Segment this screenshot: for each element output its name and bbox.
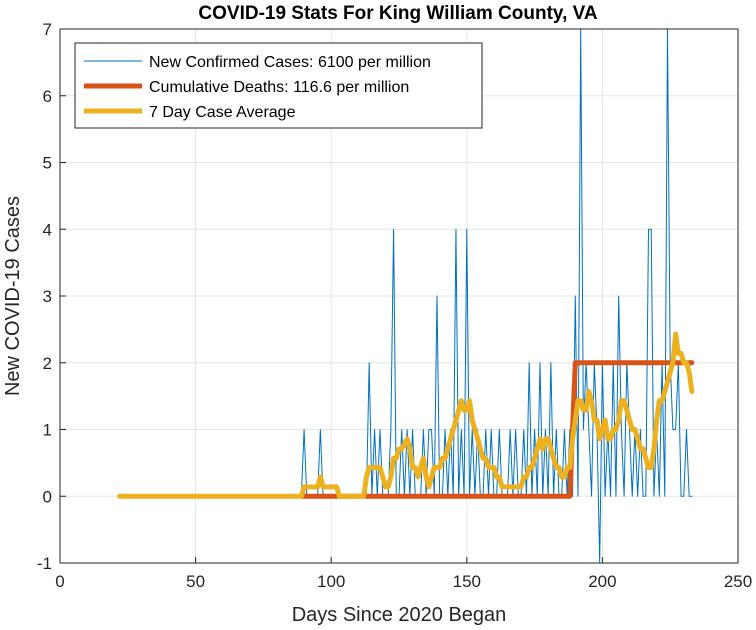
y-tick-label: 0 xyxy=(43,487,52,506)
y-tick-label: 2 xyxy=(43,354,52,373)
series-layer xyxy=(117,29,695,563)
x-tick-label: 200 xyxy=(588,572,616,591)
legend-label-1: New Confirmed Cases: 6100 per million xyxy=(149,54,431,71)
y-tick-label: 3 xyxy=(43,287,52,306)
y-axis-label: New COVID-19 Cases xyxy=(2,196,24,396)
legend-box xyxy=(74,42,483,129)
x-axis-label: Days Since 2020 Began xyxy=(292,604,507,626)
series-line-3 xyxy=(117,331,695,499)
y-tick-label: 4 xyxy=(43,220,52,239)
x-tick-label: 0 xyxy=(55,572,64,591)
y-tick-label: 1 xyxy=(43,421,52,440)
y-tick-label: 5 xyxy=(43,154,52,173)
legend-label-3: 7 Day Case Average xyxy=(149,104,296,121)
legend-label-2: Cumulative Deaths: 116.6 per million xyxy=(149,79,409,96)
x-tick-label: 50 xyxy=(186,572,205,591)
y-tick-label: -1 xyxy=(37,554,52,573)
y-tick-label: 6 xyxy=(43,87,52,106)
x-tick-label: 100 xyxy=(317,572,345,591)
chart-title: COVID-19 Stats For King William County, … xyxy=(198,3,597,24)
x-tick-label: 250 xyxy=(724,572,752,591)
legend: New Confirmed Cases: 6100 per million Cum… xyxy=(74,42,483,129)
x-tick-label: 150 xyxy=(453,572,481,591)
y-tick-label: 7 xyxy=(43,20,52,39)
